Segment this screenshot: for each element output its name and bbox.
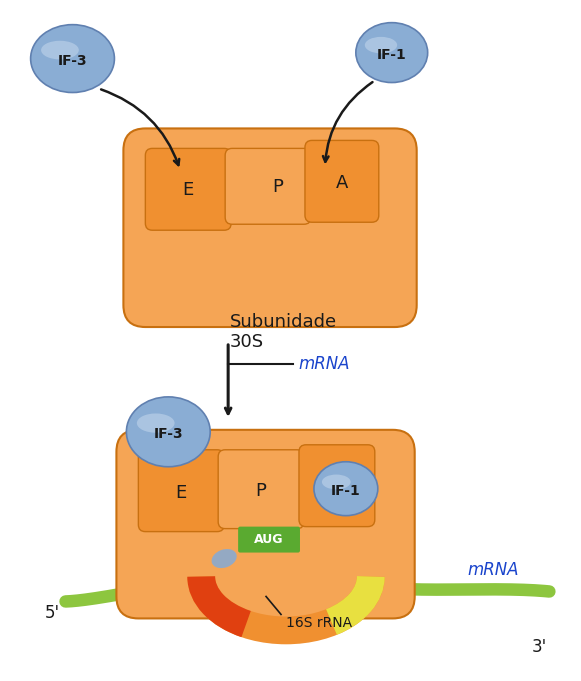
Text: mRNA: mRNA (298, 355, 350, 373)
Text: A: A (336, 174, 348, 192)
Text: 5': 5' (45, 605, 60, 622)
Text: mRNA: mRNA (468, 560, 519, 579)
Ellipse shape (322, 475, 351, 490)
FancyBboxPatch shape (238, 526, 300, 552)
Ellipse shape (211, 549, 236, 568)
Text: P: P (256, 481, 267, 500)
Text: IF-1: IF-1 (331, 484, 361, 498)
Ellipse shape (41, 41, 79, 59)
Ellipse shape (127, 397, 210, 466)
Text: Subunidade: Subunidade (230, 313, 337, 331)
Ellipse shape (31, 25, 114, 93)
FancyBboxPatch shape (225, 148, 311, 224)
Text: AUG: AUG (254, 533, 284, 546)
Ellipse shape (314, 462, 378, 516)
Ellipse shape (365, 37, 397, 53)
FancyBboxPatch shape (138, 449, 224, 532)
FancyBboxPatch shape (305, 140, 379, 222)
FancyBboxPatch shape (218, 449, 304, 528)
FancyBboxPatch shape (299, 445, 375, 526)
Text: 16S rRNA: 16S rRNA (286, 616, 352, 631)
Text: 3': 3' (532, 638, 547, 656)
Text: IF-3: IF-3 (153, 427, 183, 441)
Text: 30S: 30S (230, 333, 264, 351)
Text: P: P (272, 178, 284, 196)
Text: IF-1: IF-1 (377, 48, 407, 61)
FancyBboxPatch shape (116, 430, 415, 618)
Ellipse shape (137, 413, 174, 432)
FancyBboxPatch shape (145, 148, 231, 230)
FancyBboxPatch shape (123, 129, 417, 327)
Ellipse shape (356, 22, 428, 82)
Text: E: E (175, 484, 187, 502)
Text: E: E (182, 181, 194, 200)
Text: IF-3: IF-3 (58, 54, 87, 67)
